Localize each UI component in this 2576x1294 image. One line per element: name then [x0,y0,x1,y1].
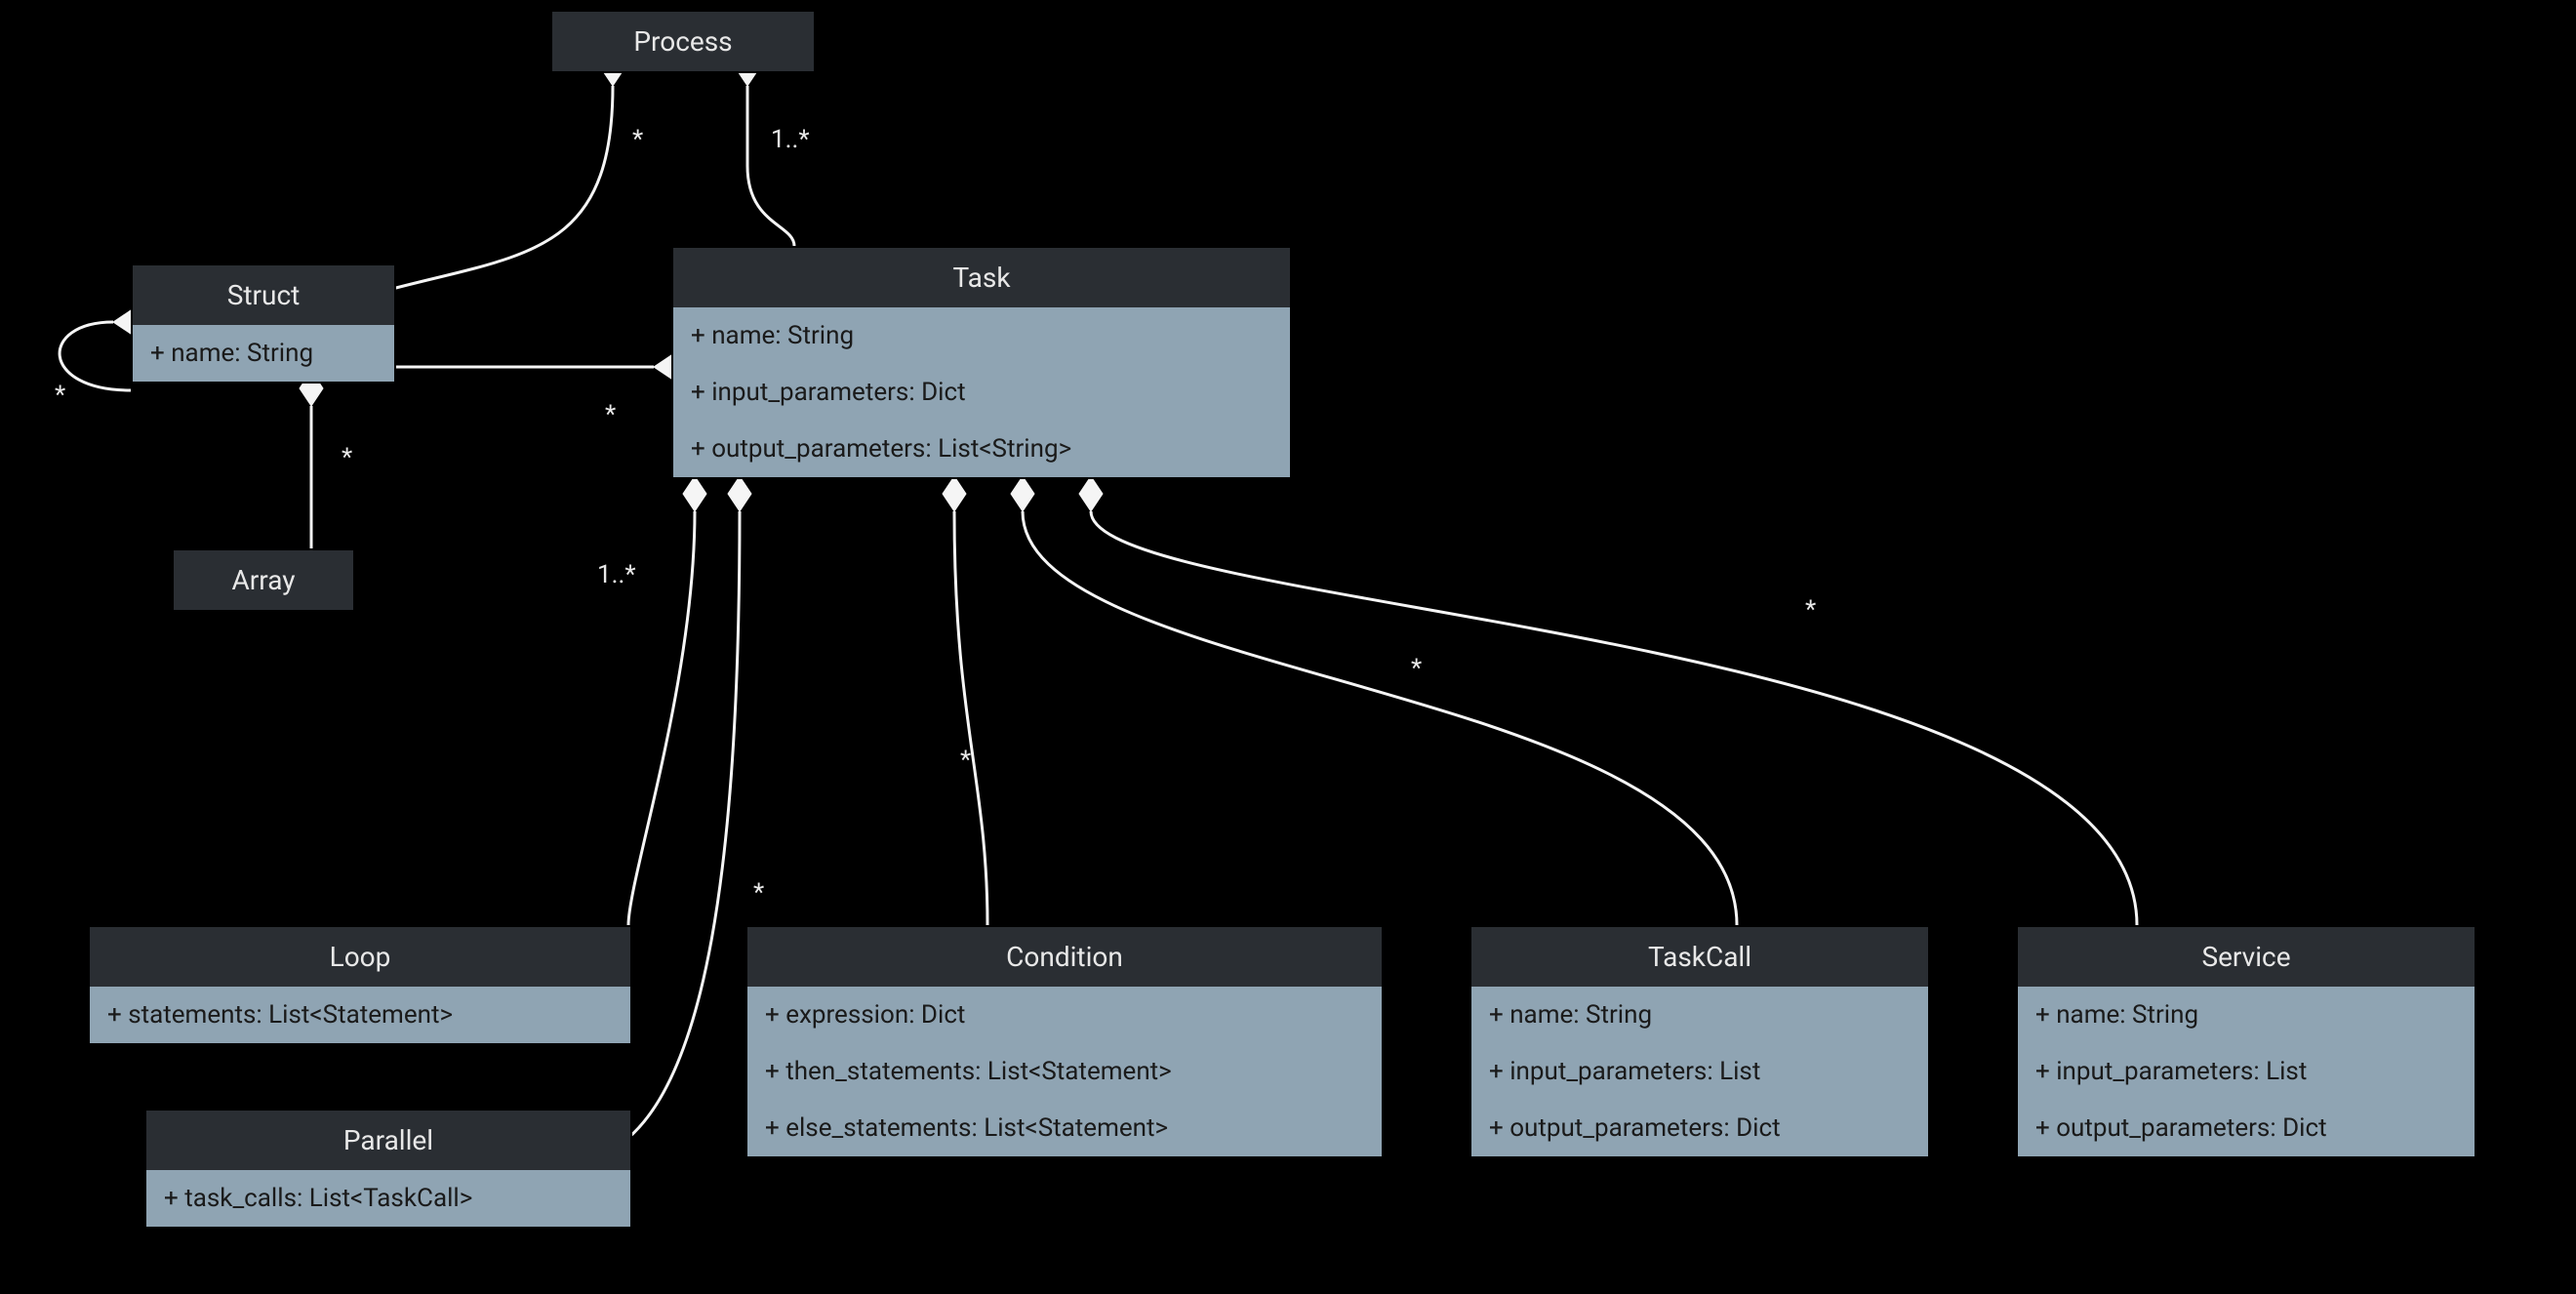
multiplicity-label: * [1411,654,1422,683]
class-body: + name: String + input_parameters: List … [2018,987,2475,1156]
edge-task-taskcall [1023,511,1737,925]
class-attr: + output_parameters: Dict [2018,1100,2475,1156]
class-parallel: Parallel + task_calls: List<TaskCall> [144,1109,632,1229]
edge-process-task [747,86,794,246]
class-body: + expression: Dict + then_statements: Li… [747,987,1382,1156]
edge-task-loop [628,511,695,925]
class-attr: + input_parameters: List [1471,1043,1928,1100]
class-loop: Loop + statements: List<Statement> [88,925,632,1045]
multiplicity-label: * [1805,595,1816,625]
class-title: Process [552,12,814,71]
class-title: TaskCall [1471,927,1928,987]
edge-task-service [1091,511,2137,925]
class-attr: + task_calls: List<TaskCall> [146,1170,630,1227]
class-task: Task + name: String + input_parameters: … [671,246,1292,479]
class-title: Task [673,248,1290,307]
class-body: + statements: List<Statement> [90,987,630,1043]
class-struct: Struct + name: String [131,263,396,384]
multiplicity-label: * [55,381,65,410]
class-condition: Condition + expression: Dict + then_stat… [745,925,1384,1158]
edge-struct-self [60,322,131,390]
class-attr: + output_parameters: List<String> [673,421,1290,477]
class-body: + name: String + input_parameters: List … [1471,987,1928,1156]
multiplicity-label: 1..* [771,125,810,154]
class-process: Process [550,10,816,73]
class-attr: + input_parameters: Dict [673,364,1290,421]
class-taskcall: TaskCall + name: String + input_paramete… [1469,925,1930,1158]
diamond-icon [1011,476,1034,511]
class-attr: + statements: List<Statement> [90,987,630,1043]
class-attr: + then_statements: List<Statement> [747,1043,1382,1100]
multiplicity-label: * [632,125,643,154]
class-attr: + name: String [133,325,394,382]
class-attr: + input_parameters: List [2018,1043,2475,1100]
class-attr: + else_statements: List<Statement> [747,1100,1382,1156]
diamond-icon [728,476,751,511]
class-title: Service [2018,927,2475,987]
multiplicity-label: * [605,400,616,429]
multiplicity-label: 1..* [597,560,636,589]
class-body: + name: String + input_parameters: Dict … [673,307,1290,477]
class-attr: + name: String [1471,987,1928,1043]
class-service: Service + name: String + input_parameter… [2016,925,2476,1158]
class-title: Condition [747,927,1382,987]
class-title: Array [174,550,353,610]
class-array: Array [172,548,355,612]
multiplicity-label: * [753,878,764,908]
class-attr: + name: String [2018,987,2475,1043]
class-title: Parallel [146,1111,630,1170]
multiplicity-label: * [960,746,971,775]
diamond-icon [943,476,966,511]
class-attr: + name: String [673,307,1290,364]
edge-task-parallel [628,511,740,1138]
class-body: + task_calls: List<TaskCall> [146,1170,630,1227]
class-attr: + expression: Dict [747,987,1382,1043]
class-title: Struct [133,265,394,325]
diamond-icon [683,476,706,511]
diamond-icon [1079,476,1103,511]
multiplicity-label: * [342,443,352,472]
class-attr: + output_parameters: Dict [1471,1100,1928,1156]
edge-task-condition [954,511,987,925]
class-body: + name: String [133,325,394,382]
edge-process-struct [392,86,613,289]
class-title: Loop [90,927,630,987]
